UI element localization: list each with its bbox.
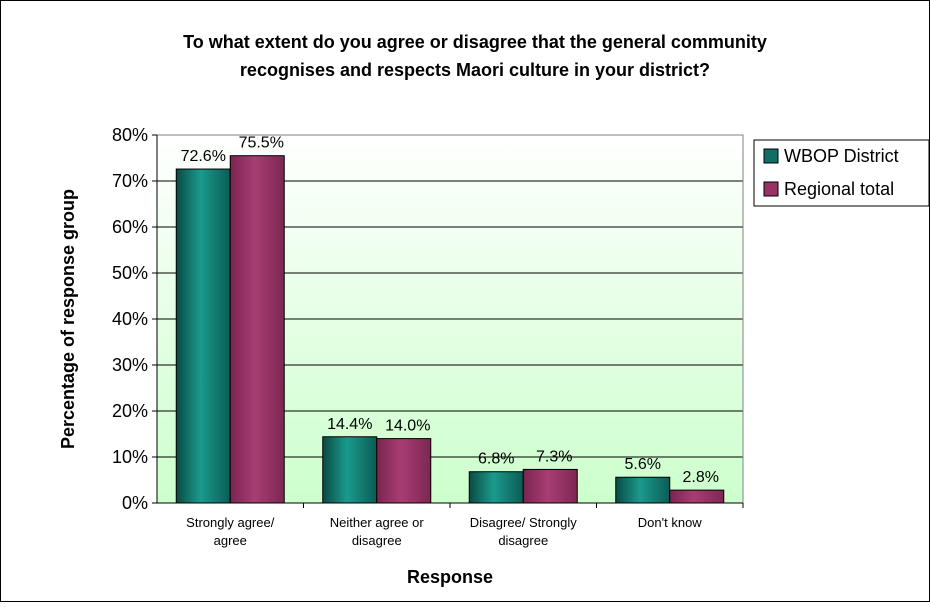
data-label-regional: 75.5% <box>239 135 284 152</box>
legend-label-regional: Regional total <box>784 179 894 199</box>
y-tick-label: 80% <box>112 125 148 145</box>
legend-box <box>753 139 930 207</box>
data-labels: 72.6% 75.5% 14.4% 14.0% 6.8% 7.3% 5.6% 2.8% <box>181 135 719 486</box>
x-tick-label: agree <box>214 533 247 548</box>
bar-regional <box>522 468 578 504</box>
y-tick-label: 60% <box>112 217 148 237</box>
y-tick-label: 70% <box>112 171 148 191</box>
data-label-wbop: 5.6% <box>625 456 661 473</box>
x-tick-label: disagree <box>352 533 402 548</box>
bar-wbop <box>175 168 231 504</box>
legend-swatch-regional <box>763 181 779 197</box>
legend-label-wbop: WBOP District <box>784 146 899 166</box>
data-label-wbop: 72.6% <box>181 148 226 165</box>
data-label-regional: 2.8% <box>683 469 719 486</box>
x-tick-label: Strongly agree/ <box>186 515 275 530</box>
bar-regional <box>229 155 285 504</box>
y-tick-label: 40% <box>112 309 148 329</box>
data-label-wbop: 6.8% <box>478 451 514 468</box>
chart-title-line-2: recognises and respects Maori culture in… <box>240 60 710 80</box>
x-tick-label: Don't know <box>638 515 703 530</box>
data-label-wbop: 14.4% <box>327 416 372 433</box>
bar-wbop <box>322 436 378 504</box>
bar-wbop <box>468 471 524 504</box>
y-tick-label: 20% <box>112 401 148 421</box>
bars <box>175 155 725 504</box>
x-axis-ticks: Strongly agree/agree Neither agree or disa… <box>186 503 744 548</box>
chart-title-line-1: To what extent do you agree or disagree … <box>183 32 767 52</box>
y-tick-label: 0% <box>122 493 148 513</box>
data-label-regional: 7.3% <box>536 448 572 465</box>
y-tick-label: 30% <box>112 355 148 375</box>
y-tick-label: 10% <box>112 447 148 467</box>
x-axis-title: Response <box>407 567 493 587</box>
bar-wbop <box>615 476 671 504</box>
y-axis-title: Percentage of response group <box>58 189 78 449</box>
x-tick-label: disagree <box>498 533 548 548</box>
bar-regional <box>376 438 432 504</box>
x-tick-label: Neither agree or <box>330 515 425 530</box>
bar-regional <box>669 489 725 504</box>
legend: WBOP District Regional total <box>753 139 930 207</box>
y-tick-label: 50% <box>112 263 148 283</box>
data-label-regional: 14.0% <box>385 418 430 435</box>
legend-swatch-wbop <box>763 148 779 164</box>
x-tick-label: Disagree/ Strongly <box>470 515 577 530</box>
y-axis-ticks: 0% 10% 20% 30% 40% 50% 60% 70% 80% <box>112 125 157 513</box>
